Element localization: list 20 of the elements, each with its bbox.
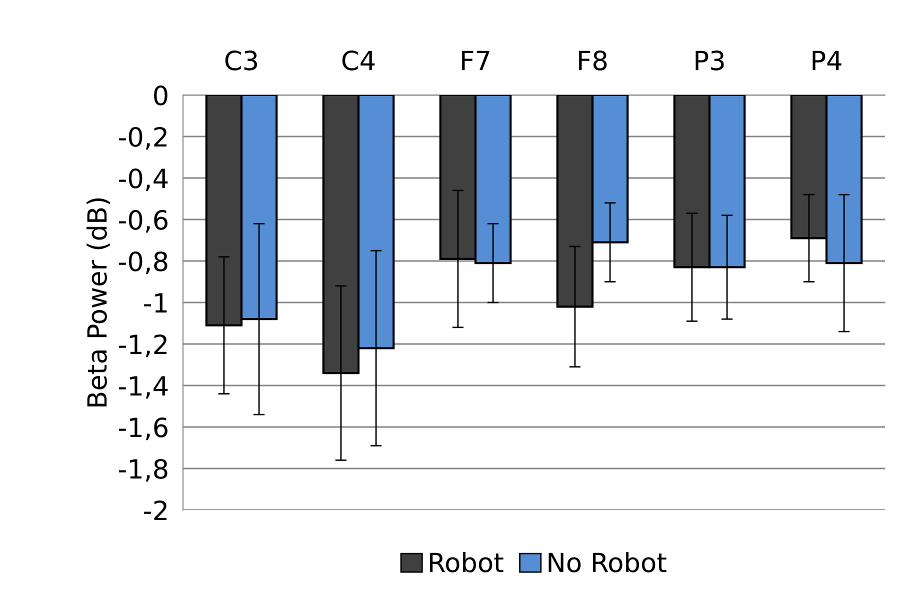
y-tick-label: -0,6 xyxy=(118,210,168,233)
x-tick-label: C3 xyxy=(225,50,257,70)
x-tick-label: F7 xyxy=(462,50,490,70)
x-tick-label: P4 xyxy=(812,50,842,70)
y-tick-label: -1,4 xyxy=(118,376,168,399)
legend-label: No Robot xyxy=(548,552,666,572)
legend-label: Robot xyxy=(430,552,504,572)
y-tick-label: -1,2 xyxy=(118,334,166,358)
y-tick-label: -1,6 xyxy=(118,417,168,440)
y-tick-label: 0 xyxy=(154,85,168,106)
x-tick-label: F8 xyxy=(579,50,607,70)
x-tick-label: C4 xyxy=(342,50,375,70)
y-tick-label: -0,2 xyxy=(118,126,166,150)
y-tick-label: -0,8 xyxy=(118,251,168,274)
y-axis-title: Beta Power (dB) xyxy=(86,198,110,406)
y-tick-label: -2 xyxy=(144,500,166,520)
x-tick-label: P3 xyxy=(696,50,724,70)
y-tick-label: -1 xyxy=(144,293,167,313)
y-tick-label: -1,8 xyxy=(118,458,168,482)
y-tick-label: -0,4 xyxy=(118,168,168,192)
